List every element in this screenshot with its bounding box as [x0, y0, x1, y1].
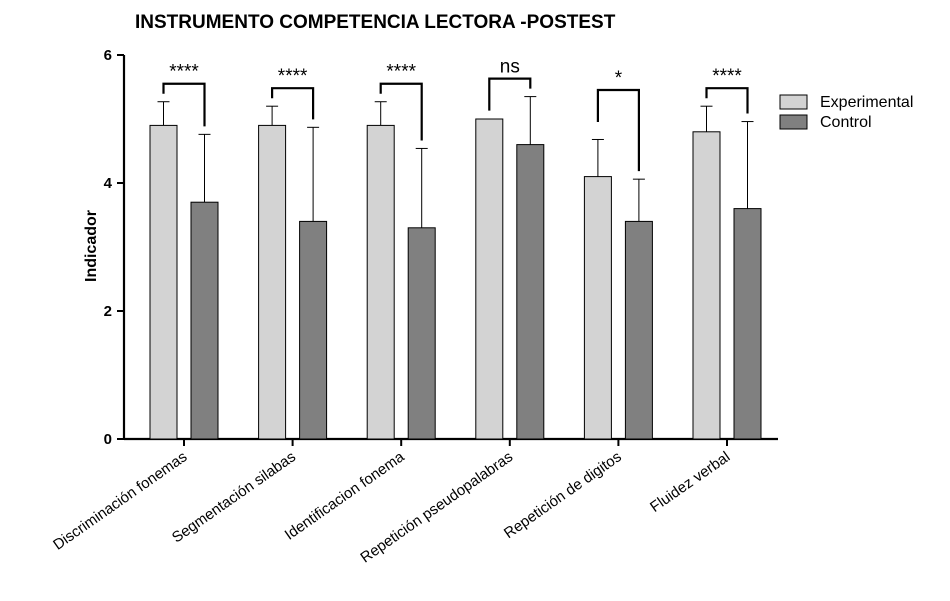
significance-label: ns	[500, 57, 520, 78]
legend: Experimental Control	[779, 94, 913, 131]
significance-label: ****	[712, 66, 742, 87]
significance-bracket	[379, 82, 423, 141]
y-tick-label: 2	[104, 303, 112, 320]
bar-experimental	[149, 124, 178, 440]
bar-control	[407, 227, 436, 440]
significance-bracket	[705, 87, 749, 114]
bar-control	[299, 220, 328, 440]
chart-title: INSTRUMENTO COMPETENCIA LECTORA -POSTEST	[135, 12, 616, 33]
bar-experimental	[258, 124, 287, 440]
x-tick-label: Fluidez verbal	[647, 448, 733, 515]
bar-experimental	[366, 124, 395, 440]
bar-control	[516, 144, 545, 440]
bar-control	[624, 220, 653, 440]
bar-control	[190, 201, 219, 440]
y-tick-label: 4	[104, 175, 113, 192]
x-tick-label: Discriminación fonemas	[50, 448, 190, 553]
y-axis-title: Indicador	[83, 210, 100, 282]
significance-bracket	[162, 82, 206, 127]
bar-experimental	[583, 176, 612, 440]
significance-bracket	[488, 77, 532, 111]
significance-label: ****	[169, 62, 199, 83]
significance-label: ****	[278, 66, 308, 87]
bar-experimental	[475, 118, 504, 440]
significance-bracket	[271, 87, 315, 120]
significance-bracket	[596, 88, 640, 172]
legend-label-experimental: Experimental	[820, 94, 913, 111]
bar-experimental	[692, 131, 721, 440]
legend-swatch-control	[779, 114, 808, 130]
significance-label: *	[615, 68, 623, 89]
bar-control	[733, 208, 762, 440]
x-tick-label: Identificacion fonema	[282, 448, 408, 544]
y-tick-label: 6	[104, 47, 112, 64]
y-tick-label: 0	[104, 431, 112, 448]
legend-swatch-experimental	[779, 94, 808, 110]
legend-label-control: Control	[820, 114, 872, 131]
x-tick-label: Repetición de digitos	[501, 448, 625, 542]
significance-label: ****	[386, 62, 416, 83]
